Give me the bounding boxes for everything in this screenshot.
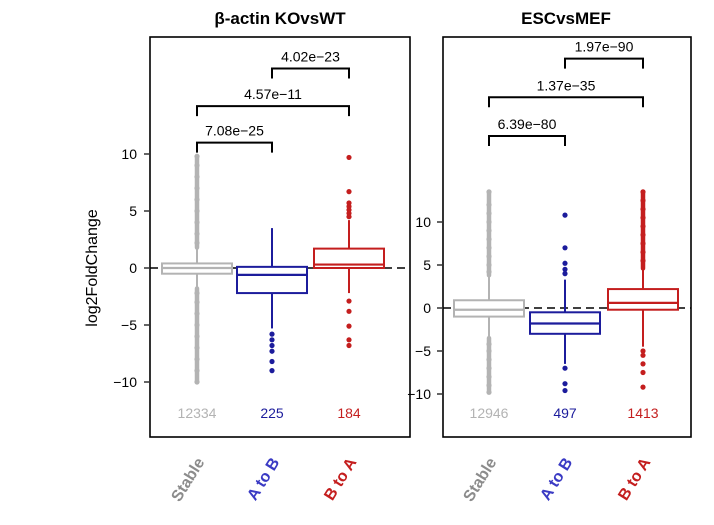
outlier-point [346, 200, 352, 206]
outlier-point [562, 260, 568, 266]
comparison-bracket: 1.97e−90 [564, 39, 644, 69]
comparison-bracket: 7.08e−25 [196, 123, 273, 153]
y-tick-label: 0 [129, 260, 137, 276]
outlier-point [562, 381, 568, 387]
x-category-label: A to B [537, 455, 576, 503]
box-b-to-a [607, 189, 679, 390]
bracket-line [488, 135, 566, 146]
y-tick-label: −5 [415, 343, 431, 359]
y-axis-ticks: −10 −5 0 5 10 [113, 146, 149, 390]
boxplots [161, 153, 385, 385]
bracket-line [488, 96, 644, 108]
outlier-point [346, 189, 352, 195]
p-value-label: 1.37e−35 [537, 77, 596, 93]
outlier-point [562, 365, 568, 371]
y-tick-label: −5 [121, 317, 137, 333]
box-stable [453, 189, 525, 395]
panel-title: β-actin KOvsWT [214, 9, 346, 28]
group-count: 497 [553, 405, 577, 421]
p-value-label: 1.97e−90 [575, 39, 634, 55]
x-category-label: B to A [615, 455, 654, 504]
bracket-line [196, 105, 350, 117]
outlier-point [346, 298, 352, 304]
boxplots [453, 189, 679, 395]
outlier-point [640, 361, 646, 367]
x-category-label: A to B [244, 455, 283, 503]
box-stable [161, 153, 233, 385]
x-axis-categories: Stable A to B B to A [461, 455, 655, 505]
plot-frame [149, 36, 411, 438]
y-tick-label: −10 [407, 386, 431, 402]
outlier-point [269, 337, 275, 343]
panel-escvsmef: ESCvsMEF −10 −5 0 5 10 6.39e−80 1.37e−35 1.97e… [407, 9, 692, 505]
box-a-to-b [529, 212, 601, 394]
outlier-point [562, 387, 568, 394]
comparison-bracket: 6.39e−80 [488, 116, 566, 146]
outlier-point [346, 342, 352, 349]
box-a-to-b [236, 228, 308, 374]
group-count: 12946 [470, 405, 509, 421]
bracket-line [564, 57, 644, 69]
outlier-point [640, 348, 646, 354]
y-tick-label: −10 [113, 374, 137, 390]
outlier-point [346, 323, 352, 329]
p-value-label: 4.02e−23 [281, 49, 340, 65]
plot-frame [442, 36, 692, 438]
x-category-label: B to A [321, 455, 360, 504]
group-count: 12334 [178, 405, 217, 421]
box-body [607, 288, 679, 311]
significance-brackets: 6.39e−80 1.37e−35 1.97e−90 [488, 39, 644, 146]
box-b-to-a [313, 154, 385, 349]
comparison-bracket: 4.02e−23 [271, 49, 350, 79]
group-count: 225 [260, 405, 284, 421]
x-category-label: Stable [461, 455, 501, 505]
x-axis-categories: Stable A to B B to A [169, 455, 361, 505]
bracket-line [196, 141, 273, 153]
y-tick-label: 10 [121, 146, 137, 162]
comparison-bracket: 1.37e−35 [488, 77, 644, 108]
outlier-point [346, 154, 352, 161]
outlier-point [269, 348, 275, 354]
panel-title: ESCvsMEF [521, 9, 611, 28]
outlier-point [640, 352, 646, 358]
y-tick-label: 5 [129, 203, 137, 219]
outlier-point [562, 266, 568, 272]
y-tick-label: 5 [423, 257, 431, 273]
p-value-label: 6.39e−80 [498, 116, 557, 132]
group-counts: 12334 225 184 [178, 405, 361, 421]
box-body [313, 247, 385, 269]
group-count: 1413 [627, 405, 658, 421]
group-count: 184 [337, 405, 361, 421]
panel-kovswt: β-actin KOvsWT log2FoldChange −10−50510 … [84, 9, 411, 505]
outlier-point [269, 331, 275, 337]
group-counts: 12946 497 1413 [470, 405, 659, 421]
outlier-point [562, 271, 568, 277]
x-category-label: Stable [169, 455, 209, 505]
outlier-point [346, 308, 352, 314]
bracket-line [271, 67, 350, 79]
box-body [236, 265, 308, 295]
y-axis-label: log2FoldChange [84, 209, 101, 327]
outlier-point [562, 212, 568, 218]
comparison-bracket: 4.57e−11 [196, 86, 350, 117]
outlier-point [346, 337, 352, 343]
box-body [453, 299, 525, 318]
p-value-label: 4.57e−11 [244, 86, 302, 102]
y-axis-ticks: −10 −5 0 5 10 [407, 214, 442, 402]
outlier-point [640, 384, 646, 390]
p-value-label: 7.08e−25 [205, 123, 264, 139]
outlier-point [269, 342, 275, 349]
significance-brackets: 7.08e−25 4.57e−11 4.02e−23 [196, 49, 350, 153]
y-tick-label: 10 [415, 214, 431, 230]
outlier-point [269, 368, 275, 374]
y-tick-label: 0 [423, 300, 431, 316]
outlier-point [640, 369, 646, 376]
outlier-point [562, 245, 568, 251]
outlier-point [269, 358, 275, 365]
